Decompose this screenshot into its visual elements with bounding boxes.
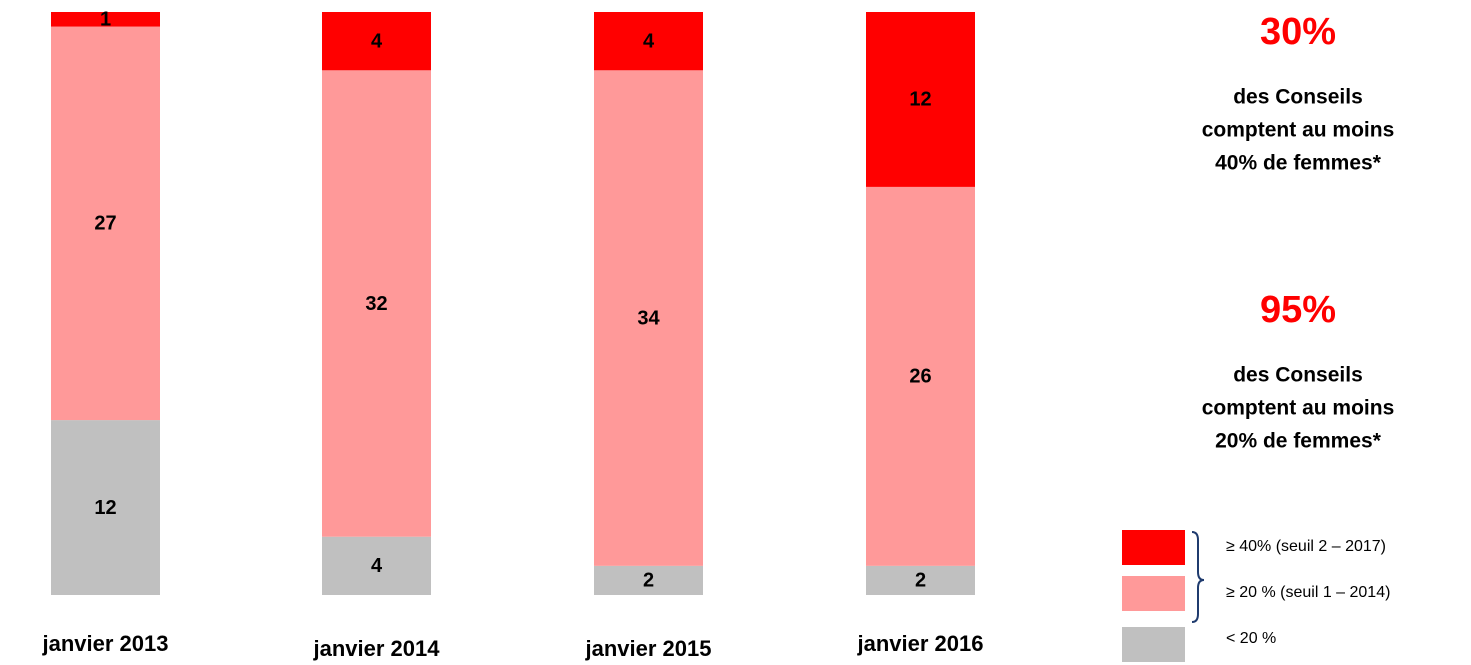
bar-segment — [866, 565, 975, 595]
data-label: 4 — [371, 555, 383, 577]
legend-swatch — [1122, 576, 1185, 611]
x-tick-label: janvier 2015 — [585, 636, 712, 661]
annotation-headline: 30% — [1260, 11, 1336, 53]
legend-label: < 20 % — [1226, 630, 1276, 647]
legend-swatch — [1122, 627, 1185, 662]
data-label: 27 — [94, 213, 116, 235]
annotation-line: 40% de femmes* — [1215, 152, 1382, 175]
data-label: 2 — [915, 570, 926, 592]
bar-segment — [322, 70, 431, 537]
bar-segment — [866, 12, 975, 187]
bar-segment — [594, 565, 703, 595]
bar-segment — [594, 70, 703, 566]
legend-label: ≥ 20 % (seuil 1 – 2014) — [1226, 584, 1390, 601]
x-tick-label: janvier 2013 — [42, 631, 169, 656]
bar-segment — [51, 26, 160, 421]
data-label: 12 — [909, 89, 931, 111]
data-label: 34 — [637, 307, 660, 329]
annotation-line: des Conseils — [1233, 86, 1363, 109]
legend-swatch — [1122, 530, 1185, 565]
bar-segment — [322, 536, 431, 595]
annotation-line: des Conseils — [1233, 364, 1363, 387]
data-label: 4 — [371, 30, 383, 52]
bar-segment — [594, 12, 703, 71]
bar-segment — [866, 186, 975, 566]
legend-label: ≥ 40% (seuil 2 – 2017) — [1226, 538, 1386, 555]
data-label: 26 — [909, 366, 931, 388]
data-label: 4 — [643, 30, 655, 52]
annotation-headline: 95% — [1260, 289, 1336, 331]
annotation-line: comptent au moins — [1202, 397, 1395, 420]
bar-segment — [51, 420, 160, 595]
annotation-line: 20% de femmes* — [1215, 430, 1382, 453]
bar-segment — [51, 12, 160, 27]
legend-brace — [1191, 531, 1205, 623]
data-label: 32 — [365, 293, 387, 315]
data-label: 1 — [100, 8, 111, 30]
data-label: 12 — [94, 497, 116, 519]
bar-segment — [322, 12, 431, 71]
x-tick-label: janvier 2014 — [313, 636, 441, 661]
x-tick-label: janvier 2016 — [857, 631, 984, 656]
annotation-line: comptent au moins — [1202, 119, 1395, 142]
data-label: 2 — [643, 570, 654, 592]
